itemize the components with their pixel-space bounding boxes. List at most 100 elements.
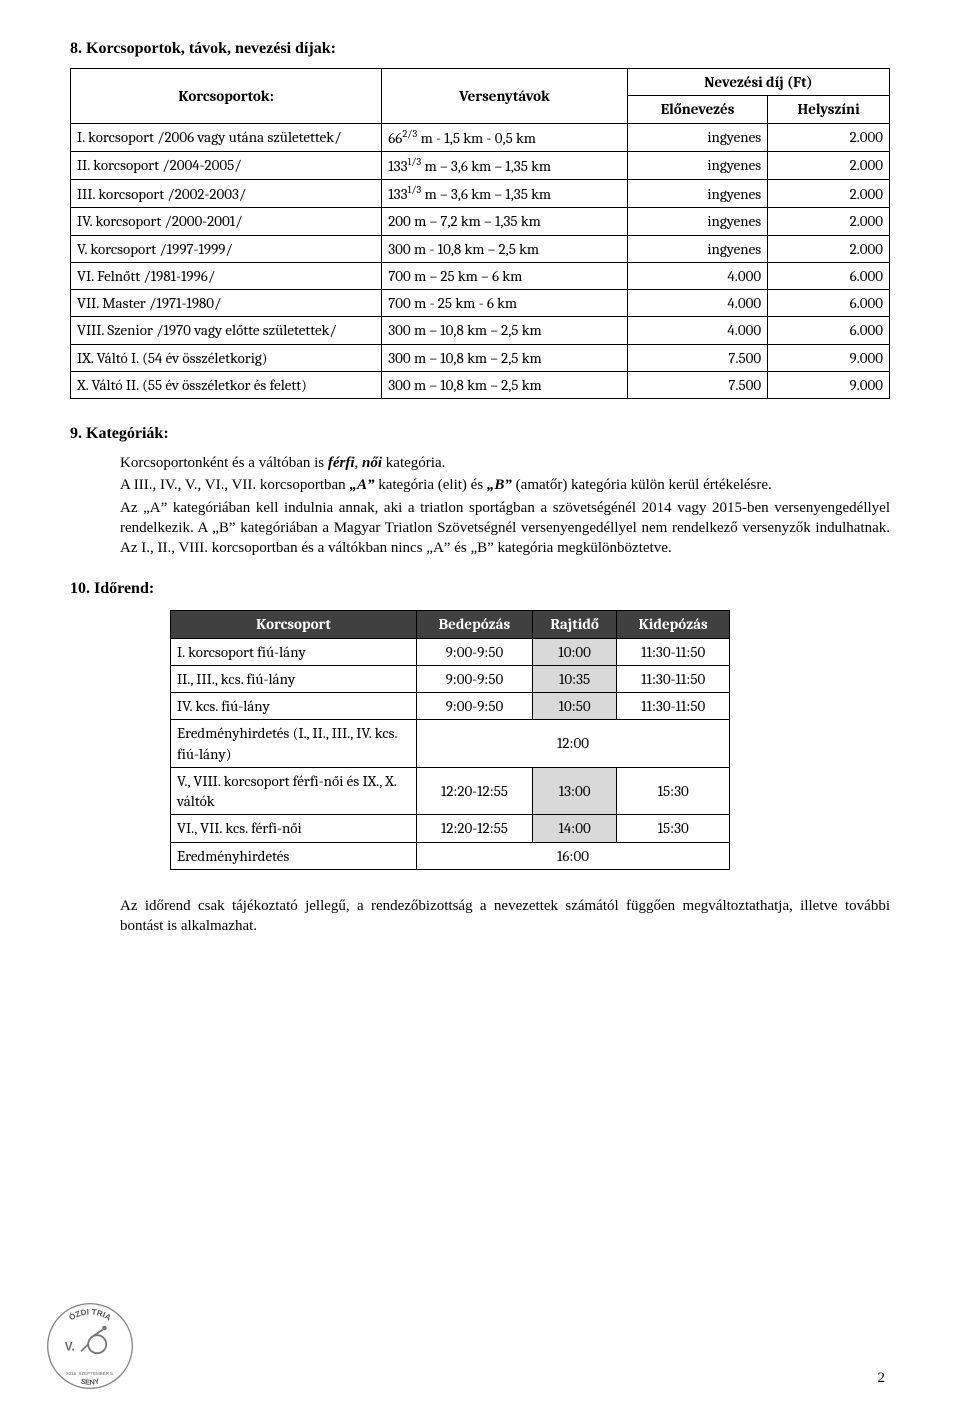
table-row: I. korcsoport fiú-lány9:00-9:5010:0011:3… <box>171 638 730 665</box>
table-row: I. korcsoport /2006 vagy utána született… <box>71 123 890 151</box>
col-kidepozas: Kidepózás <box>617 611 730 638</box>
table-korcsoportok: Korcsoportok: Versenytávok Nevezési díj … <box>70 68 890 399</box>
cell-bedepozas: 12:20-12:55 <box>416 767 532 815</box>
col-korcsoport: Korcsoport <box>171 611 417 638</box>
cell-bedepozas: 9:00-9:50 <box>416 638 532 665</box>
cell-name: I. korcsoport /2006 vagy utána született… <box>71 123 382 151</box>
col-helyszini: Helyszíni <box>768 96 890 123</box>
cell-name: V. korcsoport /1997-1999/ <box>71 235 382 262</box>
col-korcsoportok: Korcsoportok: <box>71 69 382 124</box>
cell-bedepozas: 12:20-12:55 <box>416 815 532 842</box>
section-9-p2: A III., IV., V., VI., VII. korcsoportban… <box>120 475 890 495</box>
cell-hely: 2.000 <box>768 180 890 208</box>
cell-pre: ingyenes <box>627 151 767 179</box>
cell-pre: 4.000 <box>627 290 767 317</box>
cell-rajtido: 13:00 <box>532 767 616 815</box>
cell-rajtido: 10:50 <box>532 693 616 720</box>
cell-kidepozas: 15:30 <box>617 767 730 815</box>
cell-korcsoport: Eredményhirdetés (I., II., III., IV. kcs… <box>171 720 417 768</box>
cell-hely: 2.000 <box>768 151 890 179</box>
col-nevezesi-dij: Nevezési díj (Ft) <box>627 69 889 96</box>
table-row: II., III., kcs. fiú-lány9:00-9:5010:3511… <box>171 665 730 692</box>
col-bedepozas: Bedepózás <box>416 611 532 638</box>
cell-rajtido: 10:00 <box>532 638 616 665</box>
cell-distance: 200 m – 7,2 km – 1,35 km <box>382 208 628 235</box>
cell-distance: 700 m – 25 km – 6 km <box>382 262 628 289</box>
cell-kidepozas: 11:30-11:50 <box>617 665 730 692</box>
section-8-heading: 8. Korcsoportok, távok, nevezési díjak: <box>70 40 890 58</box>
cell-hely: 2.000 <box>768 123 890 151</box>
cell-hely: 9.000 <box>768 371 890 398</box>
table-row: VII. Master /1971-1980/700 m - 25 km - 6… <box>71 290 890 317</box>
cell-distance: 700 m - 25 km - 6 km <box>382 290 628 317</box>
cell-kidepozas: 11:30-11:50 <box>617 638 730 665</box>
cell-korcsoport: V., VIII. korcsoport férfi-női és IX., X… <box>171 767 417 815</box>
table-row: IV. kcs. fiú-lány9:00-9:5010:5011:30-11:… <box>171 693 730 720</box>
cell-distance: 1331/3 m – 3,6 km – 1,35 km <box>382 151 628 179</box>
cell-pre: ingyenes <box>627 180 767 208</box>
table-row: X. Váltó II. (55 év összéletkor és felet… <box>71 371 890 398</box>
cell-name: VII. Master /1971-1980/ <box>71 290 382 317</box>
cell-hely: 6.000 <box>768 290 890 317</box>
table-row: II. korcsoport /2004-2005/1331/3 m – 3,6… <box>71 151 890 179</box>
col-versenytavok: Versenytávok <box>382 69 628 124</box>
table-row: Eredményhirdetés (I., II., III., IV. kcs… <box>171 720 730 768</box>
cell-distance: 662/3 m - 1,5 km - 0,5 km <box>382 123 628 151</box>
table-row: VI. Felnőtt /1981-1996/700 m – 25 km – 6… <box>71 262 890 289</box>
cell-hely: 9.000 <box>768 344 890 371</box>
cell-korcsoport: VI., VII. kcs. férfi-női <box>171 815 417 842</box>
col-elonevezes: Előnevezés <box>627 96 767 123</box>
col-rajtido: Rajtidő <box>532 611 616 638</box>
table-row: IV. korcsoport /2000-2001/200 m – 7,2 km… <box>71 208 890 235</box>
cell-rajtido: 10:35 <box>532 665 616 692</box>
section-9-p3: Az „A” kategóriában kell indulnia annak,… <box>120 498 890 559</box>
cell-distance: 300 m - 10,8 km – 2,5 km <box>382 235 628 262</box>
cell-name: III. korcsoport /2002-2003/ <box>71 180 382 208</box>
cell-hely: 2.000 <box>768 208 890 235</box>
cell-distance: 1331/3 m – 3,6 km – 1,35 km <box>382 180 628 208</box>
cell-korcsoport: I. korcsoport fiú-lány <box>171 638 417 665</box>
cell-distance: 300 m – 10,8 km – 2,5 km <box>382 317 628 344</box>
svg-text:SENY: SENY <box>80 1377 100 1387</box>
cell-pre: 7.500 <box>627 344 767 371</box>
cell-pre: 7.500 <box>627 371 767 398</box>
cell-name: X. Váltó II. (55 év összéletkor és felet… <box>71 371 382 398</box>
cell-name: VI. Felnőtt /1981-1996/ <box>71 262 382 289</box>
cell-merged-time: 12:00 <box>416 720 729 768</box>
table-row: VIII. Szenior /1970 vagy előtte születet… <box>71 317 890 344</box>
cell-kidepozas: 11:30-11:50 <box>617 693 730 720</box>
cell-pre: ingyenes <box>627 123 767 151</box>
table-row: III. korcsoport /2002-2003/1331/3 m – 3,… <box>71 180 890 208</box>
cell-hely: 6.000 <box>768 317 890 344</box>
cell-name: II. korcsoport /2004-2005/ <box>71 151 382 179</box>
table-row: VI., VII. kcs. férfi-női12:20-12:5514:00… <box>171 815 730 842</box>
page-number: 2 <box>878 1370 886 1387</box>
section-10-heading: 10. Időrend: <box>70 580 890 598</box>
cell-pre: ingyenes <box>627 208 767 235</box>
cell-name: IX. Váltó I. (54 év összéletkorig) <box>71 344 382 371</box>
cell-kidepozas: 15:30 <box>617 815 730 842</box>
cell-distance: 300 m – 10,8 km – 2,5 km <box>382 344 628 371</box>
cell-korcsoport: Eredményhirdetés <box>171 842 417 869</box>
cell-korcsoport: II., III., kcs. fiú-lány <box>171 665 417 692</box>
cell-merged-time: 16:00 <box>416 842 729 869</box>
cell-korcsoport: IV. kcs. fiú-lány <box>171 693 417 720</box>
section-9-heading: 9. Kategóriák: <box>70 425 890 443</box>
cell-pre: 4.000 <box>627 317 767 344</box>
table-idorend: Korcsoport Bedepózás Rajtidő Kidepózás I… <box>170 610 730 870</box>
cell-hely: 6.000 <box>768 262 890 289</box>
event-logo-icon: ÓZDI TRIA SENY V. 2015. SZEPTEMBER 5. <box>45 1301 135 1391</box>
cell-hely: 2.000 <box>768 235 890 262</box>
cell-bedepozas: 9:00-9:50 <box>416 693 532 720</box>
svg-text:ÓZDI TRIA: ÓZDI TRIA <box>67 1307 112 1322</box>
cell-distance: 300 m – 10,8 km – 2,5 km <box>382 371 628 398</box>
section-10-footer: Az időrend csak tájékoztató jellegű, a r… <box>120 896 890 937</box>
cell-pre: ingyenes <box>627 235 767 262</box>
cell-name: VIII. Szenior /1970 vagy előtte születet… <box>71 317 382 344</box>
svg-text:2015. SZEPTEMBER 5.: 2015. SZEPTEMBER 5. <box>66 1371 114 1376</box>
cell-pre: 4.000 <box>627 262 767 289</box>
cell-bedepozas: 9:00-9:50 <box>416 665 532 692</box>
table-row: Eredményhirdetés16:00 <box>171 842 730 869</box>
table-row: IX. Váltó I. (54 év összéletkorig)300 m … <box>71 344 890 371</box>
cell-name: IV. korcsoport /2000-2001/ <box>71 208 382 235</box>
